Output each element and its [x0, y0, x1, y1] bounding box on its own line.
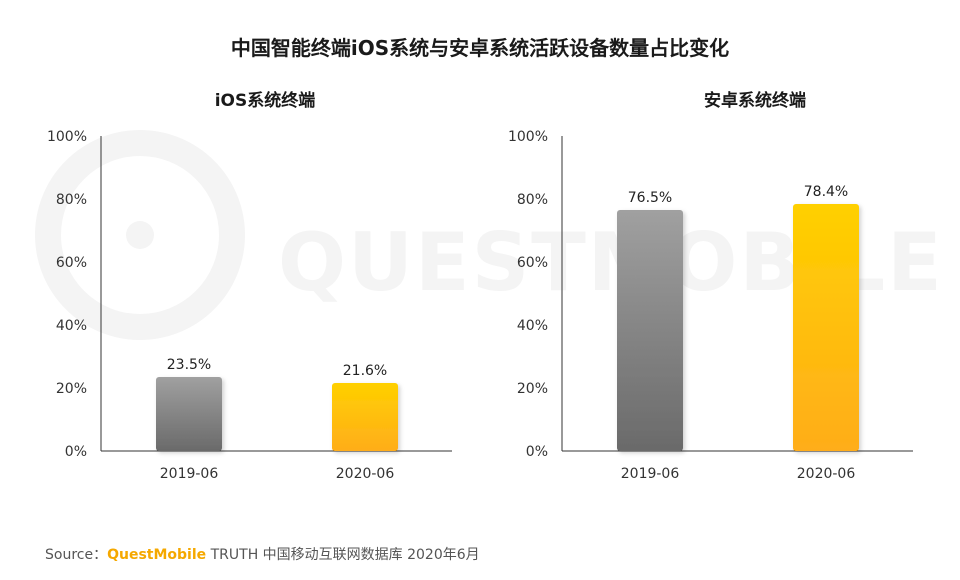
- bar: [332, 382, 398, 451]
- y-tick-label: 0%: [526, 444, 548, 460]
- x-tick-label: 2020-06: [797, 466, 856, 482]
- source-prefix: Source：: [45, 547, 108, 563]
- watermark-logo-ring: [35, 130, 245, 340]
- chart-title: 安卓系统终端: [704, 90, 806, 111]
- chart-panel-2: 安卓系统终端 0% 20% 40% 60% 80% 100% 76.5% 2019-06 78.4…: [508, 90, 913, 482]
- bar: [156, 376, 222, 451]
- y-tick-label: 60%: [517, 255, 548, 271]
- x-tick-label: 2020-06: [336, 466, 395, 482]
- y-tick-label: 40%: [517, 318, 548, 334]
- data-label: 21.6%: [343, 363, 387, 379]
- y-tick-label: 80%: [56, 192, 87, 208]
- bar: [617, 210, 683, 451]
- y-tick-label: 100%: [47, 129, 87, 145]
- source-note: Source：QuestMobile TRUTH 中国移动互联网数据库 2020…: [45, 544, 480, 564]
- x-tick-label: 2019-06: [621, 466, 680, 482]
- x-tick-label: 2019-06: [160, 466, 219, 482]
- bar: [793, 204, 859, 451]
- y-tick-label: 40%: [56, 318, 87, 334]
- data-label: 23.5%: [167, 357, 211, 373]
- data-label: 76.5%: [628, 190, 672, 206]
- source-brand: QuestMobile: [107, 547, 207, 563]
- source-rest: TRUTH 中国移动互联网数据库 2020年6月: [210, 547, 480, 563]
- watermark-logo-dot: [126, 221, 154, 249]
- main-title: 中国智能终端iOS系统与安卓系统活跃设备数量占比变化: [231, 36, 729, 60]
- chart-panel-1: iOS系统终端 0% 20% 40% 60% 80% 100% 23.5% 2019-06 21.…: [47, 90, 452, 482]
- data-label: 78.4%: [804, 184, 848, 200]
- y-tick-label: 20%: [517, 381, 548, 397]
- chart-title: iOS系统终端: [215, 90, 316, 111]
- y-tick-label: 80%: [517, 192, 548, 208]
- y-tick-label: 20%: [56, 381, 87, 397]
- y-tick-label: 0%: [65, 444, 87, 460]
- charts-root: iOS系统终端 0% 20% 40% 60% 80% 100% 23.5% 2019-06 21.…: [47, 90, 913, 482]
- y-tick-label: 100%: [508, 129, 548, 145]
- y-tick-label: 60%: [56, 255, 87, 271]
